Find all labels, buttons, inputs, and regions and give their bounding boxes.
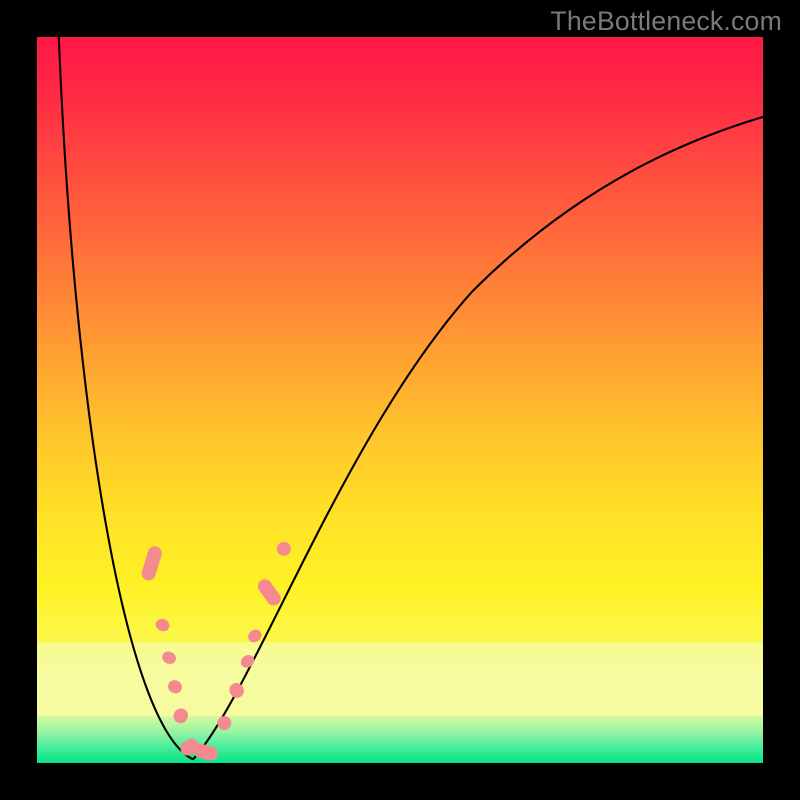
gradient-background [37, 37, 763, 763]
plot-svg [37, 37, 763, 763]
chart-stage: TheBottleneck.com [0, 0, 800, 800]
plot-area [37, 37, 763, 763]
watermark-text: TheBottleneck.com [550, 6, 782, 37]
